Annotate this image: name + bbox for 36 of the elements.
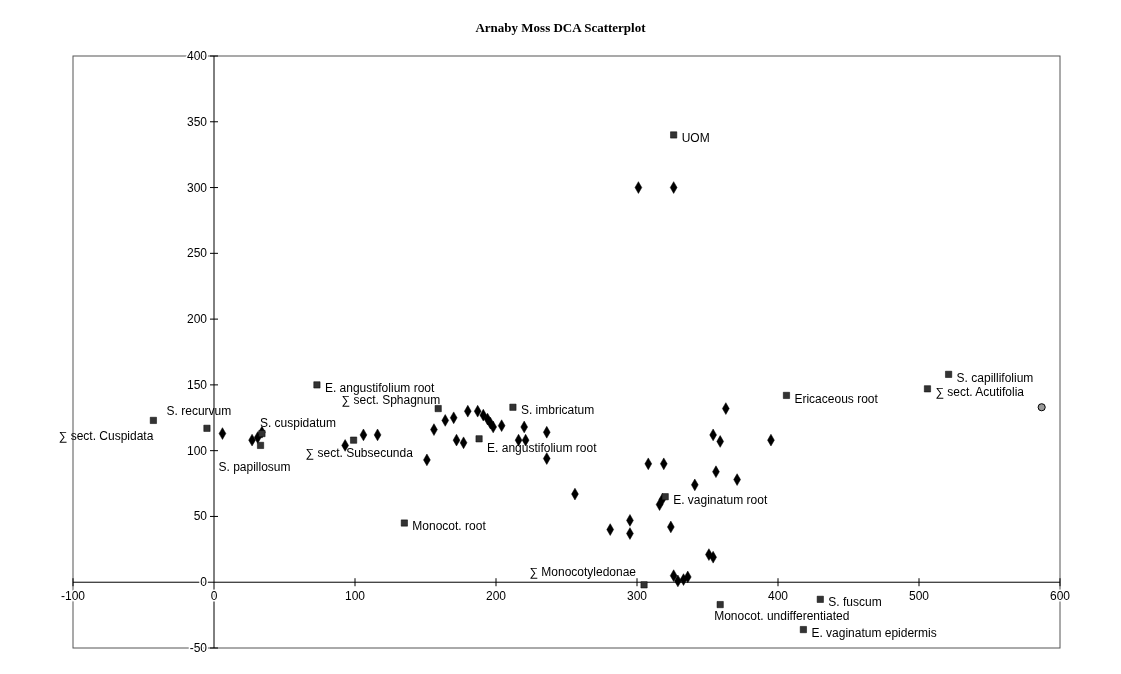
x-tick-label: 500 bbox=[908, 589, 930, 604]
y-tick-label: 200 bbox=[186, 312, 208, 327]
data-label: S. fuscum bbox=[828, 595, 882, 610]
data-label: ∑ sect. Cuspidata bbox=[58, 428, 154, 443]
data-label: E. vaginatum root bbox=[673, 492, 768, 507]
data-label: S. cuspidatum bbox=[259, 415, 336, 430]
x-tick-label: 300 bbox=[626, 589, 648, 604]
data-label: E. vaginatum epidermis bbox=[811, 625, 937, 640]
data-label: Monocot. root bbox=[412, 519, 487, 534]
y-tick-label: 100 bbox=[186, 443, 208, 458]
data-label: UOM bbox=[681, 131, 710, 146]
data-label: ∑ sect. Acutifolia bbox=[935, 385, 1025, 400]
x-tick-label: 0 bbox=[210, 589, 218, 604]
chart-title: Arnaby Moss DCA Scatterplot bbox=[474, 20, 647, 36]
data-label: ∑ sect. Subsecunda bbox=[305, 446, 414, 461]
y-tick-label: 150 bbox=[186, 377, 208, 392]
y-tick-label: -50 bbox=[189, 641, 208, 655]
data-label: ∑ Monocotyledonae bbox=[529, 565, 637, 580]
x-tick-label: -100 bbox=[60, 589, 86, 604]
x-tick-label: 400 bbox=[767, 589, 789, 604]
y-tick-label: 350 bbox=[186, 114, 208, 129]
data-label: E. angustifolium root bbox=[324, 381, 435, 396]
data-label: S. capillifolium bbox=[956, 370, 1034, 385]
y-tick-label: 300 bbox=[186, 180, 208, 195]
x-tick-label: 200 bbox=[485, 589, 507, 604]
data-label: S. imbricatum bbox=[520, 403, 595, 418]
x-tick-label: 600 bbox=[1049, 589, 1071, 604]
y-tick-label: 400 bbox=[186, 49, 208, 63]
data-label: E. angustifolium root bbox=[487, 441, 598, 455]
y-tick-label: 50 bbox=[193, 509, 208, 524]
x-tick-label: 100 bbox=[344, 589, 366, 604]
y-tick-label: 250 bbox=[186, 246, 208, 261]
data-label: Monocot. undifferentiated bbox=[714, 608, 850, 623]
data-label: S. papillosum bbox=[218, 459, 291, 474]
data-label: S. recurvum bbox=[166, 404, 232, 419]
data-label: Ericaceous root bbox=[794, 391, 879, 406]
